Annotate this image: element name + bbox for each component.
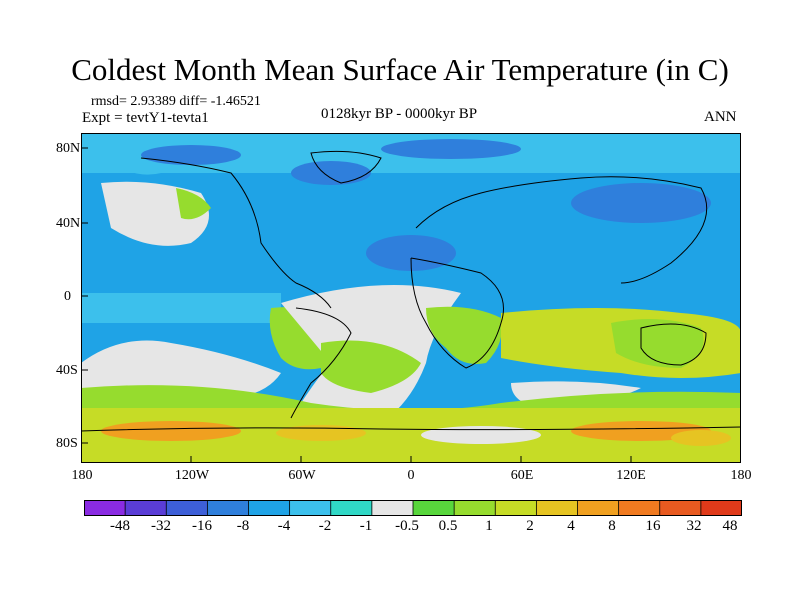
experiment-label: Expt = tevtY1-tevta1 bbox=[82, 110, 209, 126]
coast-australia bbox=[640, 323, 707, 366]
colorbar-label-3: -16 bbox=[192, 518, 212, 534]
colorbar-swatch bbox=[289, 500, 332, 516]
colorbar-swatch bbox=[371, 500, 414, 516]
lat-label-40n: 40N bbox=[56, 216, 81, 231]
greenland-cold-patch bbox=[291, 161, 371, 185]
colorbar-swatch bbox=[535, 500, 579, 516]
colorbar-swatch bbox=[124, 500, 168, 516]
coast-eurasia bbox=[415, 176, 708, 284]
temperature-anomaly-map bbox=[81, 133, 741, 463]
antarctica-hot-patch-1 bbox=[101, 421, 241, 441]
colorbar-label-5: -4 bbox=[277, 518, 291, 534]
colorbar-swatch bbox=[618, 500, 661, 516]
colorbar-swatch bbox=[494, 500, 538, 516]
colorbar-label-16: 48 bbox=[722, 518, 738, 534]
colorbar-label-2: -32 bbox=[151, 518, 171, 534]
coast-antarctica bbox=[81, 426, 741, 432]
colorbar-label-13: 8 bbox=[608, 518, 616, 534]
australia-warm bbox=[611, 319, 704, 368]
coastlines bbox=[81, 150, 741, 432]
colorbar-label-15: 32 bbox=[686, 518, 702, 534]
coast-south-america bbox=[290, 307, 352, 419]
colorbar-label-11: 2 bbox=[526, 518, 534, 534]
lon-label-180e: 180 bbox=[730, 468, 752, 483]
lat-label-eq: 0 bbox=[64, 289, 71, 304]
colorbar-swatch bbox=[330, 500, 373, 516]
colorbar bbox=[84, 500, 742, 516]
south-pacific-neutral bbox=[81, 340, 281, 399]
coast-north-america bbox=[140, 157, 332, 309]
colorbar-label-14: 16 bbox=[645, 518, 661, 534]
colorbar-swatch bbox=[453, 500, 497, 516]
colorbar-swatch bbox=[659, 500, 702, 516]
lon-label-180w: 180 bbox=[71, 468, 93, 483]
colorbar-label-8: -0.5 bbox=[395, 518, 419, 534]
colorbar-swatch bbox=[700, 500, 742, 516]
lat-label-80s: 80S bbox=[56, 436, 78, 451]
alaska-patch bbox=[121, 151, 161, 175]
antarctica-neutral-patch bbox=[421, 426, 541, 444]
southern-africa-warm bbox=[426, 306, 502, 364]
colorbar-label-1: -48 bbox=[110, 518, 130, 534]
lon-label-0: 0 bbox=[407, 468, 415, 483]
colorbar-swatch bbox=[84, 500, 127, 516]
colorbar-label-12: 4 bbox=[567, 518, 575, 534]
chart-title: Coldest Month Mean Surface Air Temperatu… bbox=[71, 52, 729, 87]
asia-cold-patch bbox=[571, 183, 711, 223]
arctic-cold-patch bbox=[141, 145, 241, 165]
antarctica-hot-patch-4 bbox=[671, 430, 731, 446]
lon-label-60w: 60W bbox=[288, 468, 316, 483]
lon-label-120w: 120W bbox=[174, 468, 210, 483]
coast-africa bbox=[410, 257, 504, 369]
colorbar-swatch bbox=[577, 500, 620, 516]
axis-ticks bbox=[81, 147, 741, 463]
antarctica-hot-patch-2 bbox=[276, 425, 366, 441]
colorbar-swatch bbox=[412, 500, 456, 516]
nw-america-warm-patch bbox=[176, 188, 211, 220]
colorbar-swatch bbox=[206, 500, 250, 516]
south-atlantic-warm bbox=[321, 340, 421, 393]
lon-label-120e: 120E bbox=[616, 468, 646, 483]
tropical-pacific bbox=[81, 293, 281, 323]
colorbar-label-9: 0.5 bbox=[438, 518, 458, 534]
period-label: 0128kyr BP - 0000kyr BP bbox=[321, 106, 478, 122]
coast-greenland bbox=[310, 150, 382, 184]
season-label: ANN bbox=[704, 109, 737, 125]
colorbar-label-4: -8 bbox=[236, 518, 250, 534]
colorbar-label-6: -2 bbox=[318, 518, 332, 534]
stats-label: rmsd= 2.93389 diff= -1.46521 bbox=[91, 94, 261, 109]
colorbar-label-7: -1 bbox=[359, 518, 373, 534]
lat-label-40s: 40S bbox=[56, 363, 78, 378]
polar-cold-patch bbox=[381, 139, 521, 159]
lon-label-60e: 60E bbox=[510, 468, 534, 483]
colorbar-label-10: 1 bbox=[485, 518, 493, 534]
lat-label-80n: 80N bbox=[56, 141, 81, 156]
colorbar-swatch bbox=[165, 500, 209, 516]
colorbar-swatch bbox=[248, 500, 291, 516]
